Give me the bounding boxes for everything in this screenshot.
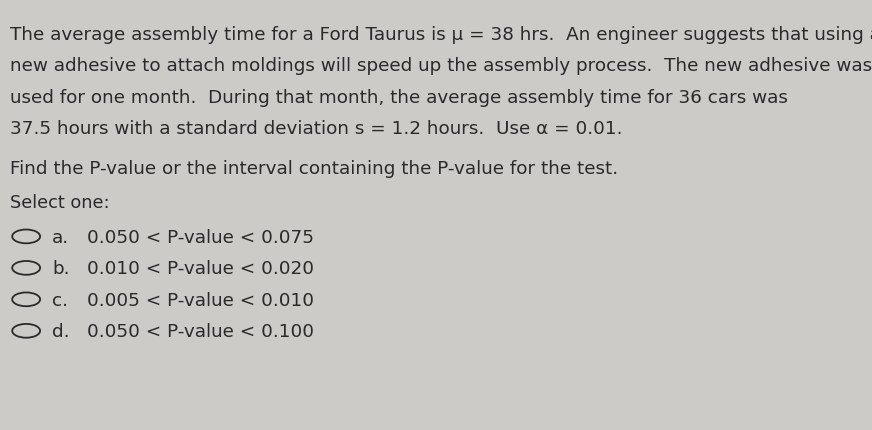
Text: c.: c. — [52, 291, 68, 309]
Text: 0.005 < P-value < 0.010: 0.005 < P-value < 0.010 — [87, 291, 314, 309]
Text: 0.050 < P-value < 0.100: 0.050 < P-value < 0.100 — [87, 322, 314, 341]
Text: 0.050 < P-value < 0.075: 0.050 < P-value < 0.075 — [87, 228, 314, 246]
Text: 0.010 < P-value < 0.020: 0.010 < P-value < 0.020 — [87, 260, 314, 278]
Text: The average assembly time for a Ford Taurus is μ = 38 hrs.  An engineer suggests: The average assembly time for a Ford Tau… — [10, 26, 872, 44]
Text: Select one:: Select one: — [10, 194, 110, 212]
Text: a.: a. — [52, 228, 70, 246]
Text: Find the P-value or the interval containing the P-value for the test.: Find the P-value or the interval contain… — [10, 159, 618, 177]
Text: used for one month.  During that month, the average assembly time for 36 cars wa: used for one month. During that month, t… — [10, 89, 794, 107]
Text: 37.5 hours with a standard deviation s = 1.2 hours.  Use α = 0.01.: 37.5 hours with a standard deviation s =… — [10, 120, 623, 138]
Text: d.: d. — [52, 322, 70, 341]
Text: b.: b. — [52, 260, 70, 278]
Text: new adhesive to attach moldings will speed up the assembly process.  The new adh: new adhesive to attach moldings will spe… — [10, 57, 872, 75]
